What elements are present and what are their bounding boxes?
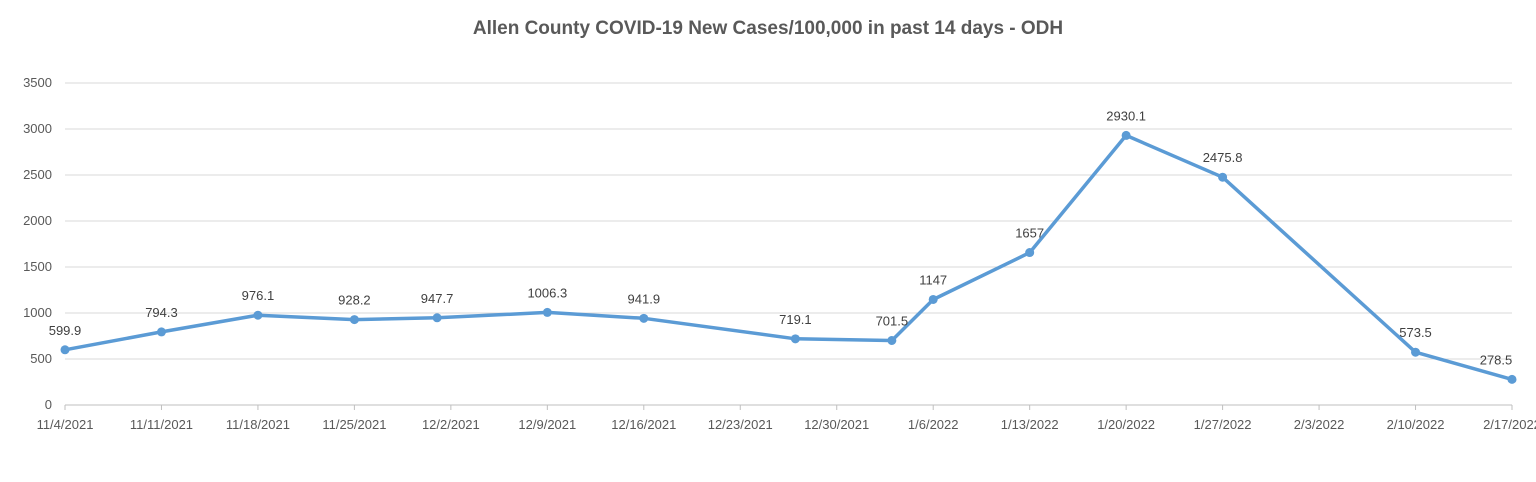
y-tick-label: 0: [45, 397, 52, 412]
y-tick-label: 500: [30, 351, 52, 366]
data-point: [1507, 374, 1517, 384]
y-tick-label: 1500: [23, 259, 52, 274]
x-tick-label: 12/2/2021: [422, 417, 480, 432]
data-point: [542, 307, 552, 317]
x-tick-label: 12/16/2021: [611, 417, 676, 432]
x-tick-label: 1/13/2022: [1001, 417, 1059, 432]
data-point: [156, 327, 166, 337]
y-tick-label: 2000: [23, 213, 52, 228]
x-tick-label: 11/4/2021: [37, 417, 94, 432]
data-label: 947.7: [421, 291, 454, 306]
data-label: 1006.3: [527, 285, 567, 300]
data-label: 928.2: [338, 293, 371, 308]
x-tick-label: 2/3/2022: [1294, 417, 1345, 432]
data-point: [928, 294, 938, 304]
x-tick-label: 11/11/2021: [130, 417, 193, 432]
y-tick-label: 1000: [23, 305, 52, 320]
x-tick-label: 12/30/2021: [804, 417, 869, 432]
data-label: 976.1: [242, 288, 275, 303]
data-label: 1657: [1015, 226, 1044, 241]
data-point: [639, 313, 649, 323]
data-label: 2475.8: [1203, 150, 1243, 165]
y-tick-label: 3000: [23, 121, 52, 136]
x-tick-label: 12/23/2021: [708, 417, 773, 432]
data-label: 599.9: [49, 323, 82, 338]
data-point: [790, 334, 800, 344]
x-tick-label: 1/6/2022: [908, 417, 959, 432]
data-point: [1025, 248, 1035, 258]
data-point: [887, 335, 897, 345]
x-tick-label: 11/18/2021: [226, 417, 290, 432]
x-tick-label: 11/25/2021: [322, 417, 386, 432]
data-point: [432, 313, 442, 323]
chart-title: Allen County COVID-19 New Cases/100,000 …: [472, 18, 1064, 39]
data-label: 278.5: [1480, 352, 1513, 367]
data-label: 719.1: [779, 312, 812, 327]
y-tick-label: 3500: [23, 75, 52, 90]
y-tick-label: 2500: [23, 167, 52, 182]
x-tick-label: 12/9/2021: [518, 417, 576, 432]
data-point: [253, 310, 263, 320]
data-point: [1218, 172, 1228, 182]
data-label: 794.3: [145, 305, 178, 320]
data-label: 573.5: [1399, 325, 1432, 340]
x-tick-label: 1/27/2022: [1194, 417, 1252, 432]
data-point: [349, 315, 359, 325]
x-tick-label: 1/20/2022: [1097, 417, 1155, 432]
data-label: 2930.1: [1106, 108, 1146, 123]
series-line: [63, 133, 1514, 382]
x-tick-label: 2/10/2022: [1387, 417, 1445, 432]
data-label: 1147: [919, 272, 947, 287]
data-label: 941.9: [628, 291, 661, 306]
data-point: [1121, 130, 1131, 140]
x-tick-label: 2/17/2022: [1483, 417, 1536, 432]
data-point: [1411, 347, 1421, 357]
data-label: 701.5: [876, 313, 909, 328]
data-point: [60, 345, 70, 355]
